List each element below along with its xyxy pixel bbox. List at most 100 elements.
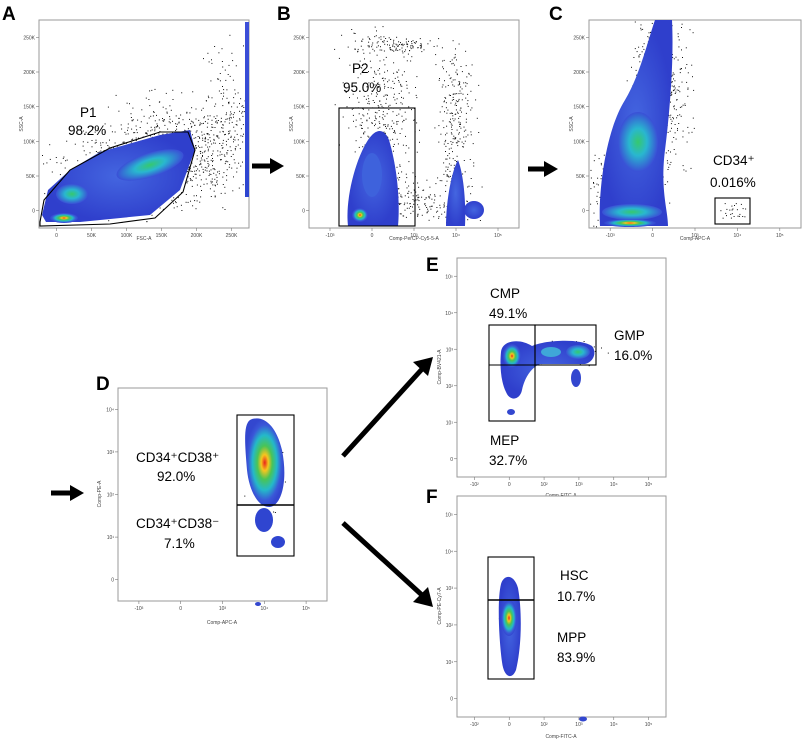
panel-c-event-dot — [669, 116, 671, 118]
panel-a-event-dot — [169, 105, 171, 107]
panel-b-event-dot — [334, 48, 336, 50]
panel-b-event-dot — [401, 43, 403, 45]
panel-b-event-dot — [397, 76, 399, 78]
panel-b-event-dot — [355, 82, 357, 84]
panel-b-event-dot — [402, 52, 404, 54]
panel-a-event-dot — [162, 118, 163, 119]
panel-b-event-dot — [445, 170, 447, 172]
panel-a-event-dot — [175, 115, 177, 117]
panel-b-event-dot — [372, 48, 374, 50]
panel-c-event-dot — [671, 141, 673, 143]
panel-b-event-dot — [408, 196, 410, 198]
panel-c-event-dot — [672, 117, 674, 118]
panel-b-event-dot — [385, 38, 387, 39]
panel-e-x-tick-label: -10² — [470, 482, 479, 488]
panel-b-event-dot — [416, 97, 418, 99]
panel-a-event-dot — [239, 110, 240, 112]
arrow-a-to-b — [252, 158, 284, 174]
panel-b-event-dot — [408, 147, 410, 149]
panel-a-event-dot — [63, 156, 65, 158]
panel-b-event-dot — [406, 207, 408, 209]
panel-a-event-dot — [213, 168, 215, 170]
panel-a-event-dot — [219, 143, 221, 144]
panel-b-event-dot — [405, 41, 407, 43]
panel-b-event-dot — [439, 207, 441, 209]
panel-b-event-dot — [388, 79, 390, 81]
panel-a-event-dot — [156, 114, 157, 116]
panel-c-event-dot — [681, 49, 682, 51]
panel-c-event-dot — [671, 81, 673, 82]
panel-a-event-dot — [66, 140, 68, 142]
panel-b-density-mid — [362, 153, 382, 197]
panel-b-event-dot — [368, 82, 370, 84]
panel-b-event-dot — [420, 43, 422, 45]
panel-b-event-dot — [349, 64, 351, 66]
panel-a-event-dot — [211, 59, 212, 61]
panel-a-event-dot — [235, 65, 237, 67]
panel-b-event-dot — [392, 49, 394, 51]
panel-f-letter: F — [426, 487, 438, 508]
panel-a-event-dot — [149, 90, 151, 92]
panel-b-event-dot — [455, 109, 457, 111]
panel-b-event-dot — [444, 141, 446, 143]
panel-b-event-dot — [357, 77, 359, 79]
panel-b-event-dot — [466, 83, 468, 85]
panel-a-event-dot — [200, 157, 202, 159]
panel-a-event-dot — [134, 132, 136, 134]
panel-b-event-dot — [404, 51, 406, 53]
panel-b-event-dot — [417, 199, 419, 201]
panel-c-event-dot — [675, 91, 677, 93]
arrow-d-to-f — [341, 521, 433, 607]
panel-b-event-dot — [368, 37, 370, 39]
panel-a-event-dot — [162, 106, 164, 108]
panel-a-event-dot — [208, 134, 210, 136]
panel-b-event-dot — [451, 59, 453, 61]
panel-a-event-dot — [195, 170, 197, 172]
panel-a-event-dot — [229, 75, 231, 77]
panel-b-event-dot — [467, 186, 469, 188]
panel-a-event-dot — [222, 207, 224, 209]
panel-a-event-dot — [200, 185, 202, 187]
panel-b-event-dot — [443, 68, 444, 70]
panel-b-event-dot — [450, 102, 452, 104]
panel-a-event-dot — [242, 115, 244, 117]
panel-a-event-dot — [111, 131, 113, 133]
panel-a-event-dot — [188, 166, 190, 168]
panel-a-event-dot — [206, 158, 208, 160]
panel-a-event-dot — [229, 146, 231, 148]
panel-c-event-dot — [669, 130, 671, 132]
panel-b-event-dot — [454, 93, 456, 95]
panel-b-event-dot — [374, 26, 376, 28]
panel-d-population-cd38pos — [245, 418, 285, 508]
panel-e-y-tick-label: 0 — [450, 457, 453, 463]
panel-b-event-dot — [351, 85, 353, 87]
panel-a-event-dot — [226, 97, 228, 99]
panel-c-event-dot — [664, 184, 666, 185]
panel-a-event-dot — [226, 153, 228, 155]
panel-c-event-dot — [677, 59, 679, 61]
panel-a-y-tick-label: 150K — [23, 105, 35, 111]
panel-b-event-dot — [367, 45, 369, 47]
panel-a-event-dot — [132, 138, 134, 140]
panel-a-event-dot — [240, 98, 242, 100]
panel-a-event-dot — [207, 148, 209, 150]
panel-a-event-dot — [241, 105, 243, 107]
panel-a-event-dot — [130, 117, 132, 118]
panel-a-event-dot — [234, 93, 236, 95]
panel-e-y-tick-label: 10² — [446, 384, 454, 390]
panel-b-event-dot — [379, 84, 381, 86]
panel-a-event-dot — [191, 162, 193, 164]
panel-a-event-dot — [154, 126, 156, 128]
panel-b-event-dot — [396, 114, 398, 116]
panel-a-event-dot — [190, 120, 192, 122]
panel-b-event-dot — [379, 123, 381, 124]
panel-a-event-dot — [236, 106, 238, 108]
panel-b-event-dot — [386, 98, 387, 100]
panel-a-event-dot — [44, 193, 46, 195]
panel-a-event-dot — [191, 171, 193, 172]
panel-b-event-dot — [455, 100, 457, 102]
panel-e-plot-area — [456, 257, 667, 478]
panel-b-event-dot — [459, 83, 460, 85]
panel-b-event-dot — [398, 188, 400, 190]
